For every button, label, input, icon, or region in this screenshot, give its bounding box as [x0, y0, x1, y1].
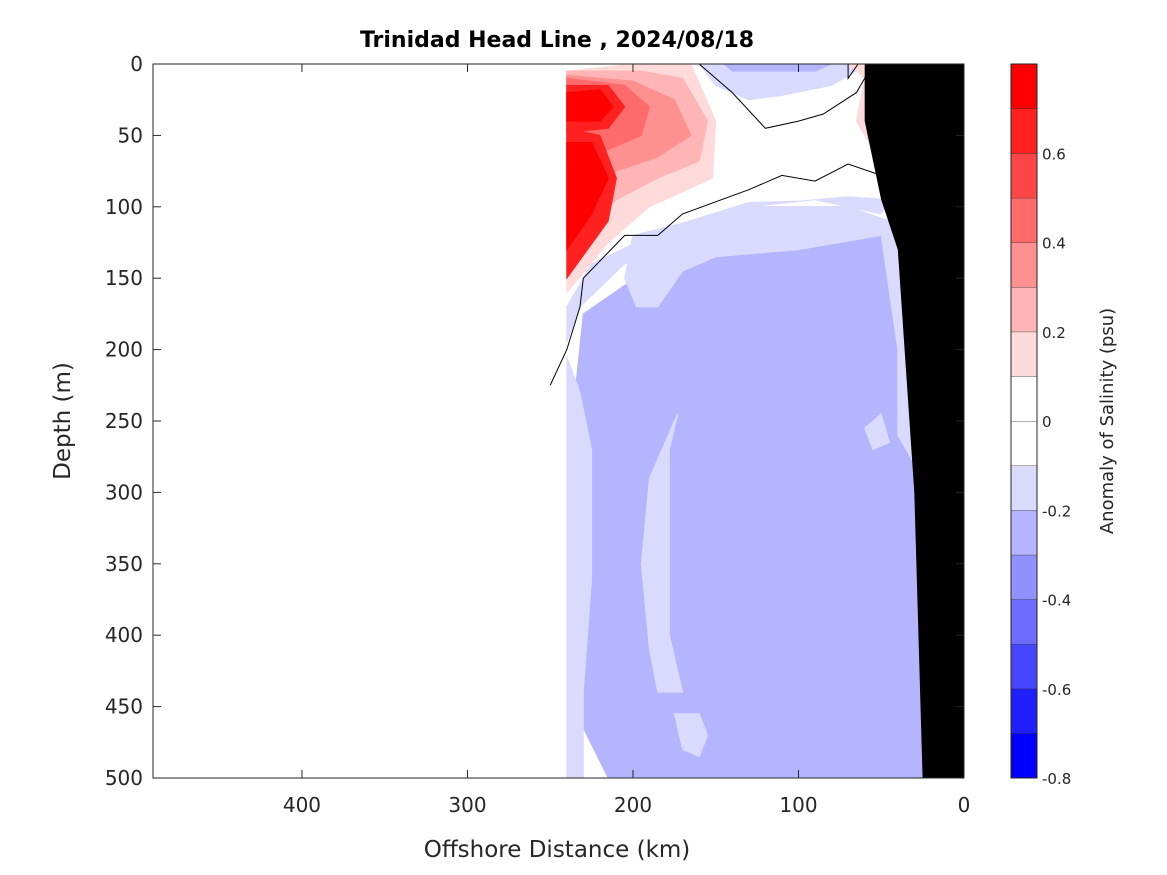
colorbar-level-10 — [1011, 287, 1037, 332]
salinity-region-14 — [566, 89, 614, 122]
salinity-region-6 — [864, 413, 891, 451]
salinity-region-0 — [574, 206, 924, 778]
y-tick-label: 400 — [105, 623, 143, 647]
x-tick-label: 200 — [614, 793, 652, 817]
y-axis-label: Depth (m) — [50, 362, 76, 480]
colorbar-label: Anomaly of Salinity (psu) — [1097, 308, 1118, 534]
y-tick-label: 150 — [105, 266, 143, 290]
colorbar-level-6 — [1011, 465, 1037, 511]
salinity-region-5 — [673, 713, 709, 758]
x-tick-label: 400 — [283, 793, 321, 817]
colorbar-tick-label: 0.4 — [1042, 235, 1066, 253]
y-tick-label: 450 — [105, 695, 143, 719]
x-tick-label: 0 — [958, 793, 971, 817]
x-tick-label: 100 — [779, 793, 817, 817]
colorbar-frame — [1010, 63, 1038, 779]
colorbar-tick-label: -0.6 — [1042, 681, 1071, 699]
salinity-region-4 — [640, 413, 684, 693]
salinity-region-1 — [566, 356, 593, 778]
colorbar-tick-label: -0.2 — [1042, 502, 1071, 520]
x-axis-label: Offshore Distance (km) — [424, 837, 691, 863]
colorbar-level-1 — [1011, 688, 1037, 734]
colorbar-tick-label: 0.6 — [1042, 145, 1066, 163]
x-axis: 400 300 200 100 0 — [283, 64, 971, 817]
zero-contour-2 — [847, 64, 859, 80]
colorbar-level-13 — [1011, 153, 1037, 198]
colorbar-level-5 — [1011, 510, 1037, 555]
colorbar-level-8 — [1011, 376, 1037, 421]
colorbar-level-0 — [1011, 733, 1037, 778]
colorbar-level-14 — [1011, 108, 1037, 154]
y-tick-label: 50 — [118, 123, 143, 147]
colorbar-level-15 — [1011, 64, 1037, 109]
y-tick-label: 250 — [105, 409, 143, 433]
colorbar: -0.8 -0.6 -0.4 -0.2 0 0.2 0.4 0.6 — [1010, 63, 1071, 788]
colorbar-tick-label: 0 — [1042, 413, 1052, 431]
y-tick-label: 0 — [130, 52, 143, 76]
colorbar-tick-label: 0.2 — [1042, 324, 1066, 342]
colorbar-level-12 — [1011, 197, 1037, 243]
x-tick-label: 300 — [448, 793, 486, 817]
colorbar-level-3 — [1011, 599, 1037, 645]
colorbar-level-2 — [1011, 644, 1037, 689]
y-tick-label: 100 — [105, 195, 143, 219]
colorbar-tick-label: -0.4 — [1042, 592, 1071, 610]
y-tick-label: 500 — [105, 766, 143, 790]
salinity-fill-layer — [566, 64, 964, 778]
bathymetry-layer — [864, 64, 964, 778]
y-tick-label: 350 — [105, 552, 143, 576]
seafloor-bathymetry — [864, 64, 964, 778]
colorbar-level-9 — [1011, 331, 1037, 377]
salinity-region-16 — [566, 142, 609, 252]
y-axis: 0 50 100 150 200 250 300 350 400 450 500 — [105, 52, 964, 790]
colorbar-level-7 — [1011, 421, 1037, 466]
colorbar-level-11 — [1011, 242, 1037, 288]
salinity-region-8 — [723, 64, 832, 72]
zero-contour-1 — [698, 64, 874, 129]
colorbar-tick-label: -0.8 — [1042, 770, 1071, 788]
y-tick-label: 300 — [105, 480, 143, 504]
y-tick-label: 200 — [105, 338, 143, 362]
chart-title: Trinidad Head Line , 2024/08/18 — [360, 28, 754, 53]
colorbar-level-4 — [1011, 554, 1037, 600]
